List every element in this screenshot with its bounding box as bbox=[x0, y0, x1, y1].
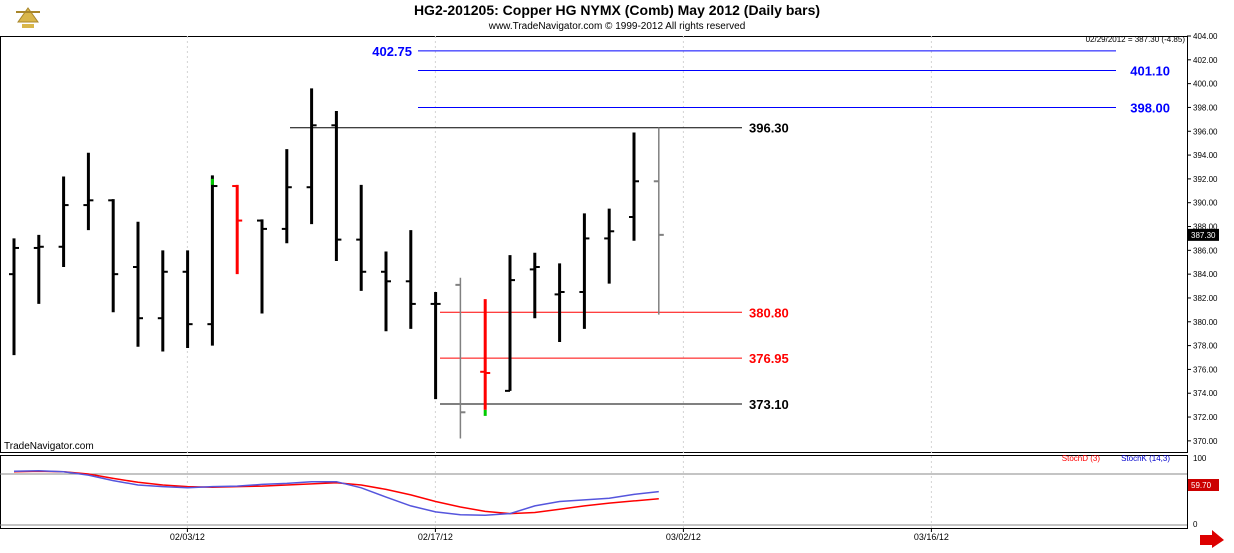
indicator-panel-frame bbox=[0, 455, 1188, 529]
ohlc-bar bbox=[430, 292, 441, 400]
x-tick-label: 03/02/12 bbox=[666, 532, 701, 542]
y-tick-label: 382.00 bbox=[1193, 294, 1218, 303]
y-tick-label: 384.00 bbox=[1193, 270, 1218, 279]
level-label: 376.95 bbox=[749, 351, 789, 366]
ohlc-bar bbox=[480, 299, 491, 410]
indicator-series-line bbox=[13, 469, 659, 517]
y-tick-label: 398.00 bbox=[1193, 103, 1218, 112]
y-tick-label: 374.00 bbox=[1193, 389, 1218, 398]
level-label: 401.10 bbox=[1130, 64, 1170, 79]
indicator-y-tick-label: 0 bbox=[1193, 520, 1198, 529]
watermark: TradeNavigator.com bbox=[4, 441, 94, 452]
ohlc-bar bbox=[9, 238, 19, 356]
last-price-box bbox=[1188, 228, 1219, 241]
y-tick-label: 392.00 bbox=[1193, 175, 1218, 184]
indicator-y-tick-label: 100 bbox=[1193, 454, 1207, 463]
indicator-value-box bbox=[1188, 479, 1219, 491]
level-label: 398.00 bbox=[1130, 100, 1170, 115]
scales-logo-base bbox=[22, 24, 34, 28]
ohlc-bar bbox=[33, 234, 44, 304]
scales-logo-shape bbox=[17, 7, 39, 23]
y-tick-label: 404.00 bbox=[1193, 32, 1218, 41]
ohlc-bar bbox=[58, 176, 69, 268]
y-tick-label: 372.00 bbox=[1193, 413, 1218, 422]
ohlc-bar bbox=[604, 208, 615, 284]
level-label: 373.10 bbox=[749, 397, 789, 412]
ohlc-bar bbox=[182, 250, 193, 348]
y-tick-label: 378.00 bbox=[1193, 342, 1218, 351]
level-label: 402.75 bbox=[372, 44, 412, 59]
y-tick-label: 380.00 bbox=[1193, 318, 1218, 327]
ohlc-bar bbox=[554, 263, 565, 343]
ohlc-bar bbox=[306, 88, 317, 225]
price-panel-frame bbox=[0, 36, 1188, 453]
x-tick-label: 03/16/12 bbox=[914, 532, 949, 542]
ohlc-bar bbox=[405, 230, 416, 329]
chart-subtitle: www.TradeNavigator.com © 1999-2012 All r… bbox=[488, 21, 746, 32]
y-tick-label: 388.00 bbox=[1193, 223, 1218, 232]
x-tick-label: 02/03/12 bbox=[170, 532, 205, 542]
indicator-legend-stochk: StochK (14,3) bbox=[1121, 454, 1170, 463]
y-tick-label: 386.00 bbox=[1193, 246, 1218, 255]
ohlc-bar bbox=[505, 255, 515, 392]
y-tick-label: 390.00 bbox=[1193, 199, 1218, 208]
ohlc-bar bbox=[133, 221, 143, 347]
ohlc-bar bbox=[331, 111, 342, 262]
ohlc-bar bbox=[108, 199, 119, 313]
y-tick-label: 376.00 bbox=[1193, 365, 1218, 374]
y-tick-label: 394.00 bbox=[1193, 151, 1218, 160]
scroll-right-arrow-icon[interactable] bbox=[1200, 530, 1224, 548]
y-tick-label: 400.00 bbox=[1193, 80, 1218, 89]
ohlc-bar bbox=[356, 184, 367, 291]
ohlc-bar bbox=[157, 250, 168, 352]
status-text: 02/29/2012 = 387.30 (-4.85) bbox=[1086, 35, 1186, 44]
level-label: 380.80 bbox=[749, 305, 789, 320]
last-price-label: 387.30 bbox=[1191, 231, 1216, 240]
indicator-value-label: 59.70 bbox=[1191, 481, 1212, 490]
ohlc-bar bbox=[207, 175, 218, 346]
y-tick-label: 396.00 bbox=[1193, 127, 1218, 136]
level-label: 396.30 bbox=[749, 121, 789, 136]
chart-title: HG2-201205: Copper HG NYMX (Comb) May 20… bbox=[414, 2, 820, 18]
ohlc-bar bbox=[257, 219, 267, 314]
ohlc-bar bbox=[281, 149, 292, 244]
ohlc-bar bbox=[653, 127, 664, 315]
ohlc-bar bbox=[381, 251, 391, 332]
ohlc-bar bbox=[83, 152, 94, 231]
ohlc-bar bbox=[579, 213, 590, 329]
y-tick-label: 370.00 bbox=[1193, 437, 1218, 446]
ohlc-bar bbox=[529, 252, 540, 319]
ohlc-bar bbox=[232, 184, 243, 275]
ohlc-bar bbox=[455, 277, 466, 439]
x-tick-label: 02/17/12 bbox=[418, 532, 453, 542]
y-tick-label: 402.00 bbox=[1193, 56, 1218, 65]
ohlc-bar bbox=[629, 132, 639, 241]
indicator-series-line bbox=[13, 470, 659, 515]
scales-logo-icon bbox=[16, 7, 40, 28]
indicator-legend-stochd: StochD (3) bbox=[1062, 454, 1101, 463]
